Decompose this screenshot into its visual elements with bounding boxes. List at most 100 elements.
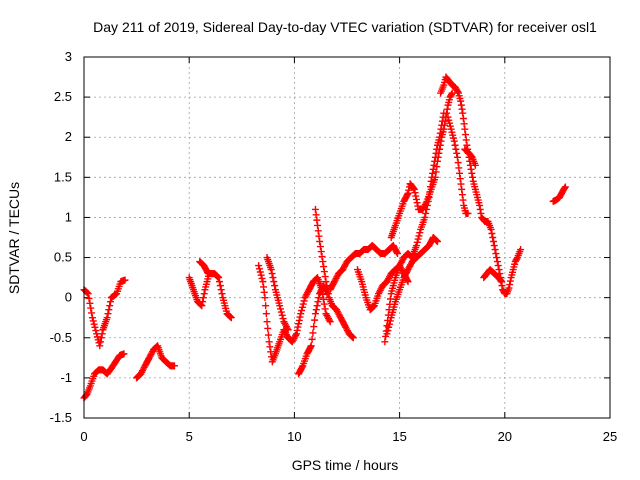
data-point <box>200 290 208 298</box>
data-point <box>104 310 112 318</box>
data-point <box>404 189 412 197</box>
data-point <box>310 323 318 331</box>
data-point <box>315 294 323 302</box>
data-point <box>517 246 525 254</box>
data-point <box>321 273 329 281</box>
data-point <box>505 284 513 292</box>
data-point <box>97 334 105 342</box>
data-point <box>424 197 432 205</box>
data-point <box>412 195 420 203</box>
data-point <box>506 281 514 289</box>
data-point <box>266 343 274 351</box>
data-point <box>409 184 417 192</box>
data-point <box>203 268 211 276</box>
data-point <box>436 129 444 137</box>
data-point <box>295 320 303 328</box>
data-point <box>455 164 463 172</box>
data-point <box>429 169 437 177</box>
data-point <box>451 141 459 149</box>
data-point <box>264 324 272 332</box>
data-point <box>316 238 324 246</box>
data-point <box>107 298 115 306</box>
y-tick-label: 2 <box>65 129 72 144</box>
data-point <box>459 115 467 123</box>
data-point <box>293 330 301 338</box>
data-point <box>431 153 439 161</box>
data-point <box>476 205 484 213</box>
data-point <box>413 199 421 207</box>
data-point <box>492 250 500 258</box>
y-tick-labels: -1.5 -1 -0.5 0 0.5 1 1.5 2 2.5 3 <box>50 49 72 425</box>
data-point <box>489 234 497 241</box>
data-point <box>476 201 484 209</box>
data-point <box>422 209 430 217</box>
data-point <box>298 363 306 371</box>
data-point <box>264 331 272 339</box>
data-point <box>204 270 212 278</box>
data-point <box>256 268 264 276</box>
y-tick-label: 0 <box>65 290 72 305</box>
data-point <box>404 278 412 286</box>
data-point <box>88 309 96 317</box>
x-tick-label: 15 <box>392 429 406 444</box>
x-tick-labels: 0 5 10 15 20 25 <box>80 429 617 444</box>
data-point <box>258 274 266 282</box>
data-point <box>415 232 423 240</box>
plot-frame <box>83 56 611 419</box>
data-point <box>561 184 569 192</box>
data-point <box>448 89 456 97</box>
data-point <box>493 254 501 262</box>
y-axis-label: SDTVAR / TECUs <box>6 182 22 294</box>
data-point <box>300 297 308 305</box>
data-point <box>421 213 429 221</box>
data-point <box>308 335 316 343</box>
data-point <box>199 298 207 306</box>
data-point <box>91 323 99 331</box>
data-point <box>227 314 235 322</box>
data-point <box>452 145 460 153</box>
data-point <box>468 169 476 177</box>
data-point <box>284 326 292 334</box>
data-point <box>216 282 224 290</box>
data-point <box>467 165 475 173</box>
data-point <box>432 149 440 157</box>
data-point <box>105 306 113 314</box>
data-point <box>262 302 270 310</box>
chart-title: Day 211 of 2019, Sidereal Day-to-day VTE… <box>93 19 597 35</box>
data-point <box>385 323 393 331</box>
data-point <box>313 216 321 224</box>
data-point <box>324 290 332 298</box>
data-point <box>268 270 276 278</box>
data-point <box>433 145 441 153</box>
data-point <box>459 196 467 204</box>
data-point <box>487 225 495 233</box>
data-point <box>320 263 328 271</box>
data-point <box>197 301 205 309</box>
data-point <box>269 274 277 282</box>
data-point <box>218 290 226 298</box>
data-point <box>121 276 129 284</box>
data-point <box>307 342 315 350</box>
data-point <box>317 248 325 256</box>
data-point <box>506 277 514 285</box>
data-point <box>393 250 401 258</box>
data-point <box>477 209 485 217</box>
data-point <box>315 232 323 240</box>
data-point <box>199 294 207 302</box>
y-tick-label: 2.5 <box>54 89 72 104</box>
data-point <box>426 183 434 191</box>
data-point <box>276 302 284 310</box>
y-tick-label: -0.5 <box>50 330 72 345</box>
data-point <box>383 330 391 338</box>
data-point <box>513 255 521 263</box>
data-point <box>430 161 438 169</box>
data-point <box>458 191 466 199</box>
data-point <box>313 302 321 310</box>
data-point <box>309 329 317 337</box>
data-point <box>265 338 273 346</box>
x-tick-label: 20 <box>498 429 512 444</box>
data-point <box>412 192 420 200</box>
data-point <box>469 173 477 181</box>
data-point <box>457 180 465 188</box>
data-point <box>411 189 419 197</box>
